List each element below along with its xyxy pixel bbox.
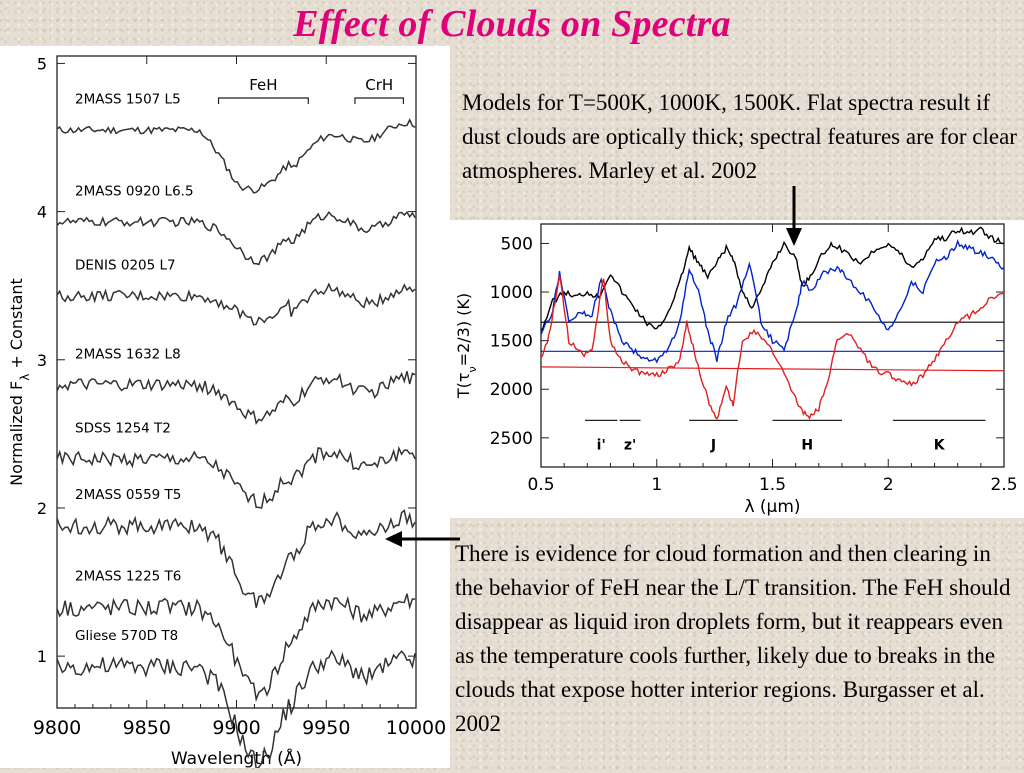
band-label: FeH (249, 76, 277, 94)
model-temperature-panel: 0.5 1 1.5 2 2.5 500 1000 1500 2000 2500 λ (μm) T(τν… (450, 220, 1024, 518)
spectrum-label: 2MASS 1225 T6 (75, 569, 181, 585)
down-arrow-icon (786, 186, 802, 246)
x-tick-label: 10000 (386, 717, 446, 739)
band-label: K (934, 438, 946, 454)
y-tick-label: 2500 (490, 429, 533, 449)
model-spectrum-line (540, 226, 1005, 331)
spectrum-label: 2MASS 0559 T5 (75, 487, 181, 503)
brown-dwarf-spectra-panel: 9800 9850 9900 9950 10000 1 2 3 4 5 Wavelength (Å)… (0, 46, 450, 770)
x-tick-label: 1.5 (759, 475, 786, 495)
model-temperature-chart: 0.5 1 1.5 2 2.5 500 1000 1500 2000 2500 λ (μm) T(τν… (454, 223, 1018, 517)
y-tick-label: 1500 (490, 332, 533, 352)
x-tick-label: 2 (883, 475, 894, 495)
spectrum-label: 2MASS 1632 L8 (75, 346, 181, 362)
y-tick-label: 3 (37, 351, 47, 370)
band-bracket (217, 97, 309, 104)
y-axis-label: Normalized Fλ + Constant (7, 278, 32, 486)
spectrum-line (56, 371, 416, 426)
y-axis-label: T(τν=2/3) (K) (454, 293, 479, 399)
band-label: J (710, 438, 716, 454)
x-tick-label: 9800 (33, 717, 81, 739)
spectrum-line (56, 210, 416, 266)
band-label: H (801, 438, 813, 454)
y-tick-label: 4 (37, 203, 47, 222)
x-axis-label: λ (μm) (744, 497, 800, 517)
spectrum-line (56, 445, 416, 509)
y-tick-label: 5 (37, 54, 47, 73)
reference-line (540, 366, 1005, 372)
spectrum-label: DENIS 0205 L7 (75, 257, 176, 273)
plot-frame (540, 223, 1005, 468)
spectrum-line (56, 282, 416, 326)
spectrum-line (56, 509, 416, 608)
spectrum-label: 2MASS 0920 L6.5 (75, 183, 194, 199)
models-caption: Models for T=500K, 1000K, 1500K. Flat sp… (462, 90, 1017, 183)
band-label: i' (597, 438, 606, 454)
left-arrow-icon (385, 531, 460, 547)
x-tick-label: 9850 (123, 717, 171, 739)
spectrum-label: 2MASS 1507 L5 (75, 91, 181, 107)
x-axis-label: Wavelength (Å) (171, 747, 302, 768)
x-tick-label: 1 (651, 475, 662, 495)
spectrum-line (56, 593, 416, 703)
spectrum-label: Gliese 570D T8 (75, 628, 178, 644)
spectrum-label: SDSS 1254 T2 (75, 420, 171, 436)
slide-title: Effect of Clouds on Spectra (293, 3, 731, 45)
model-spectrum-line (540, 275, 1005, 420)
feh-caption: There is evidence for cloud formation an… (455, 541, 1011, 736)
y-tick-label: 1 (37, 647, 47, 666)
plot-frame (56, 55, 417, 709)
spectrum-line (56, 118, 416, 194)
spectrum-line (56, 649, 416, 770)
y-tick-label: 500 (501, 234, 533, 254)
y-tick-label: 2 (37, 499, 47, 518)
band-label: z' (624, 438, 636, 454)
band-bracket (354, 97, 405, 104)
y-tick-label: 1000 (490, 283, 533, 303)
x-tick-label: 2.5 (990, 475, 1017, 495)
model-spectrum-line (540, 238, 1005, 364)
x-tick-label: 0.5 (527, 475, 554, 495)
x-tick-label: 9950 (302, 717, 350, 739)
band-label: CrH (365, 76, 393, 94)
y-tick-label: 2000 (490, 380, 533, 400)
